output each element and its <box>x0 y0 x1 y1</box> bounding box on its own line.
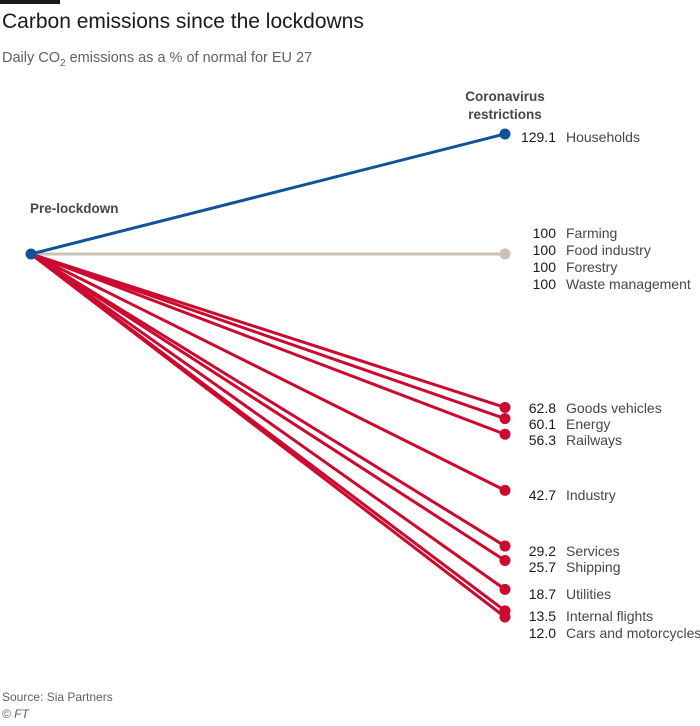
value-label-waste-management: 100 <box>533 276 557 292</box>
subtitle-post: emissions as a % of normal for EU 27 <box>65 50 313 66</box>
name-label-utilities: Utilities <box>566 586 611 602</box>
value-label-services: 29.2 <box>529 543 556 559</box>
end-point-energy <box>499 413 511 425</box>
value-label-energy: 60.1 <box>529 416 556 432</box>
value-label-farming: 100 <box>533 225 557 241</box>
end-point-goods-vehicles <box>499 401 511 413</box>
copyright-note: © FT <box>2 707 29 721</box>
name-label-railways: Railways <box>566 432 622 448</box>
name-label-energy: Energy <box>566 416 610 432</box>
lines-layer <box>29 132 507 619</box>
end-point-services <box>499 540 511 552</box>
end-point-industry <box>499 484 511 496</box>
name-label-farming: Farming <box>566 225 617 241</box>
name-label-goods-vehicles: Goods vehicles <box>566 400 662 416</box>
name-label-shipping: Shipping <box>566 559 621 575</box>
line-shipping <box>29 252 507 562</box>
end-point-shipping <box>499 554 511 566</box>
line-services <box>29 252 507 548</box>
slope-chart: 129.1 Households 100 Farming 100 Food industr… <box>25 89 700 641</box>
value-label-food-industry: 100 <box>533 242 557 258</box>
end-point-cars-and-motorcycles <box>499 611 511 623</box>
value-label-forestry: 100 <box>533 259 557 275</box>
name-label-internal-flights: Internal flights <box>566 608 653 624</box>
line-railways <box>29 252 507 436</box>
name-label-waste-management: Waste management <box>566 276 691 292</box>
name-label-forestry: Forestry <box>566 259 617 275</box>
end-label-line-1: Coronavirus <box>465 89 545 104</box>
value-label-internal-flights: 13.5 <box>529 608 556 624</box>
header-accent-bar <box>0 0 60 4</box>
chart-subtitle: Daily CO2 emissions as a % of normal for… <box>2 50 312 69</box>
source-note: Source: Sia Partners <box>2 690 113 704</box>
value-label-shipping: 25.7 <box>529 559 556 575</box>
end-label-line-2: restrictions <box>468 107 542 122</box>
subtitle-pre: Daily CO <box>2 50 61 66</box>
line-energy <box>29 252 507 421</box>
value-label-utilities: 18.7 <box>529 586 556 602</box>
line-households <box>29 132 507 256</box>
end-point-utilities <box>499 583 511 595</box>
subtitle-subscript: 2 <box>60 57 66 69</box>
dots-layer <box>25 128 511 623</box>
end-point-households <box>499 128 511 140</box>
start-point <box>25 248 37 260</box>
value-label-industry: 42.7 <box>529 487 556 503</box>
value-label-households: 129.1 <box>521 129 556 145</box>
name-label-households: Households <box>566 129 640 145</box>
line-goods-vehicles <box>29 252 507 409</box>
line-industry <box>29 252 507 492</box>
value-label-cars-and-motorcycles: 12.0 <box>529 625 556 641</box>
name-label-industry: Industry <box>566 487 616 503</box>
name-label-cars-and-motorcycles: Cars and motorcycles <box>566 625 700 641</box>
end-point-railways <box>499 428 511 440</box>
line-cars-and-motorcycles <box>29 252 507 619</box>
line-utilities <box>29 252 507 591</box>
value-label-railways: 56.3 <box>529 432 556 448</box>
end-point-farming <box>499 248 511 260</box>
name-label-services: Services <box>566 543 620 559</box>
start-label: Pre-lockdown <box>30 201 119 216</box>
value-label-goods-vehicles: 62.8 <box>529 400 556 416</box>
name-label-food-industry: Food industry <box>566 242 651 258</box>
chart-title: Carbon emissions since the lockdowns <box>2 10 364 33</box>
labels-layer: 129.1 Households 100 Farming 100 Food industr… <box>30 89 700 641</box>
